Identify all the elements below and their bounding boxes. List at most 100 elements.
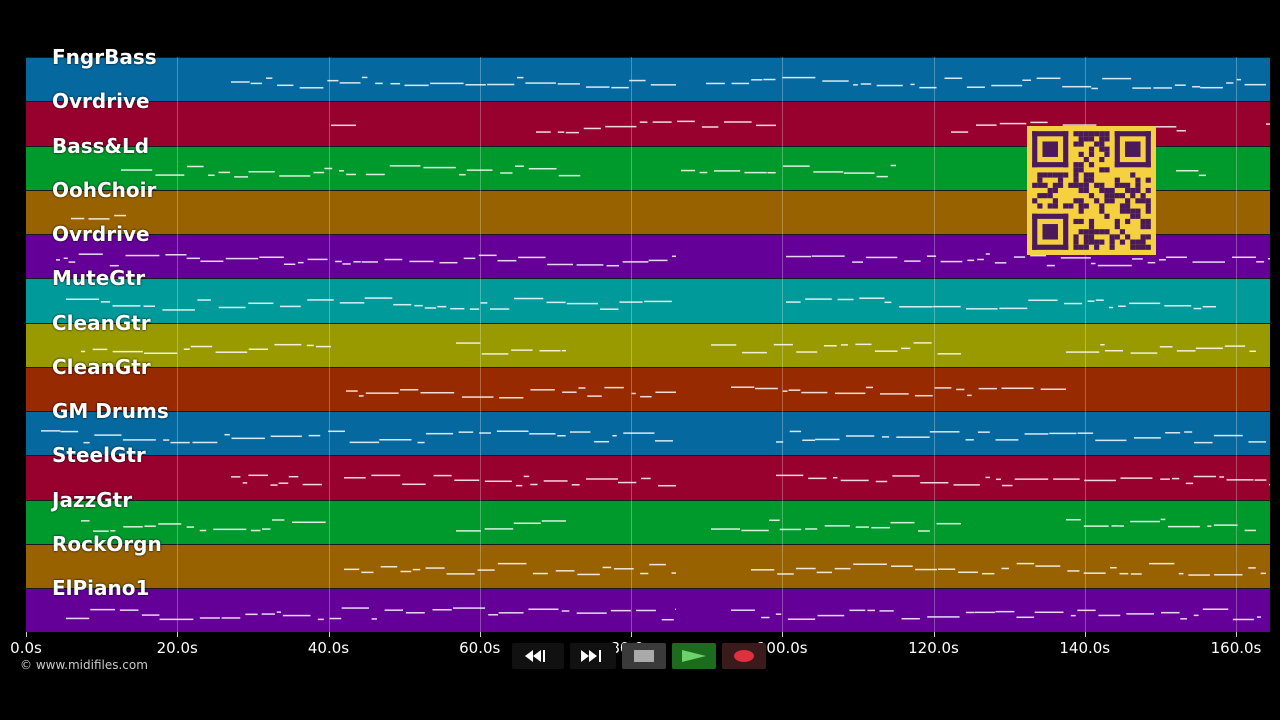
track-label: CleanGtr — [52, 354, 151, 379]
note — [879, 610, 894, 612]
note — [331, 124, 356, 127]
note — [1161, 611, 1180, 614]
play-button[interactable] — [672, 643, 716, 669]
note — [90, 608, 116, 611]
note — [636, 609, 656, 612]
note — [297, 261, 304, 264]
note — [978, 387, 997, 390]
note — [71, 217, 85, 220]
note — [1014, 478, 1049, 480]
qr-code[interactable] — [1027, 126, 1156, 255]
note — [605, 125, 637, 128]
note — [1244, 83, 1266, 86]
note — [66, 617, 90, 620]
note — [1232, 256, 1257, 259]
note — [1176, 350, 1196, 352]
note — [523, 475, 530, 478]
track-lane[interactable] — [26, 588, 1270, 633]
note — [282, 614, 311, 617]
note — [840, 479, 869, 482]
note — [913, 342, 932, 344]
note — [88, 218, 110, 220]
rewind-button[interactable] — [512, 643, 564, 669]
note — [619, 301, 643, 303]
note — [879, 393, 909, 395]
note — [402, 483, 426, 486]
track-label: FngrBass — [52, 45, 157, 69]
note — [465, 84, 486, 86]
note — [1132, 87, 1152, 89]
note — [1070, 614, 1076, 617]
note — [640, 477, 651, 480]
tick-label: 60.0s — [459, 639, 501, 657]
note — [640, 572, 649, 575]
track-lane[interactable] — [26, 278, 1270, 323]
note — [458, 431, 474, 433]
note — [1192, 261, 1225, 263]
note — [346, 390, 358, 392]
note — [424, 307, 437, 309]
note — [479, 432, 491, 434]
note — [1129, 302, 1161, 305]
note — [1160, 478, 1170, 480]
note — [547, 263, 574, 266]
note — [1097, 264, 1132, 267]
note — [453, 607, 486, 609]
track-lane[interactable] — [26, 366, 1270, 411]
note — [623, 432, 655, 434]
note — [439, 261, 458, 264]
stop-button[interactable] — [622, 643, 666, 669]
note — [1098, 614, 1121, 617]
note — [1028, 299, 1058, 302]
note — [384, 258, 403, 261]
note — [884, 301, 892, 304]
note — [731, 609, 755, 611]
note — [1268, 483, 1270, 486]
track-lane[interactable] — [26, 499, 1270, 544]
note — [480, 302, 488, 304]
tick-mark — [26, 632, 27, 637]
note — [981, 572, 995, 575]
note — [975, 124, 997, 126]
note — [307, 258, 328, 261]
note — [341, 607, 369, 609]
note — [1219, 476, 1225, 478]
note — [218, 306, 246, 309]
note — [353, 261, 361, 263]
note — [1166, 256, 1187, 259]
note — [81, 350, 86, 353]
note — [777, 573, 794, 575]
note — [761, 616, 770, 619]
note — [805, 298, 832, 300]
record-button[interactable] — [722, 643, 766, 669]
track-lane[interactable] — [26, 543, 1270, 588]
note — [1100, 343, 1105, 346]
note — [576, 612, 607, 614]
track-label: Ovrdrive — [52, 222, 150, 246]
note — [234, 176, 249, 178]
note — [339, 82, 361, 84]
note — [904, 260, 921, 262]
note — [276, 611, 281, 613]
note — [578, 387, 586, 389]
note — [899, 306, 933, 308]
note — [546, 301, 566, 304]
note — [279, 175, 311, 177]
note — [1060, 257, 1091, 259]
note — [1130, 352, 1158, 354]
note — [991, 84, 1023, 87]
note — [1119, 572, 1129, 575]
note — [604, 386, 624, 389]
fast-forward-button[interactable] — [570, 643, 616, 669]
note — [371, 474, 401, 477]
note — [640, 395, 652, 398]
note — [652, 121, 672, 123]
track-lane[interactable] — [26, 322, 1270, 367]
note — [119, 609, 139, 611]
note — [515, 484, 523, 487]
note — [1160, 518, 1166, 521]
note — [1260, 572, 1266, 575]
track-lane[interactable] — [26, 57, 1270, 102]
note — [639, 121, 648, 123]
note — [1194, 441, 1213, 444]
